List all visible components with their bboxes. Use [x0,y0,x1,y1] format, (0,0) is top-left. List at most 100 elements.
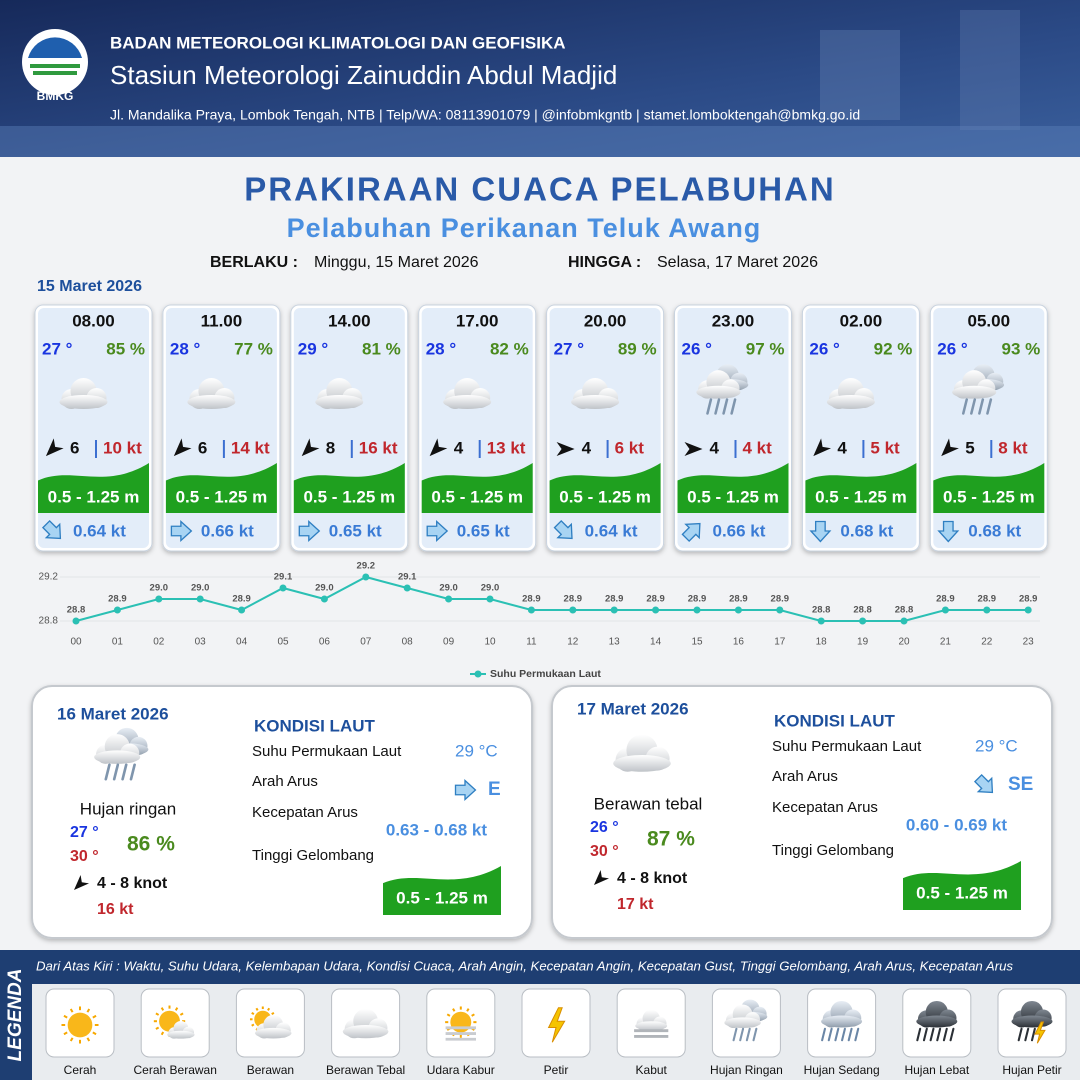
cloud-part [167,1030,195,1039]
cloud-part [443,395,492,409]
wave-height: 0.5 - 1.25 m [303,487,395,506]
wind-speed: 4 [710,438,720,457]
temp-min: 27 ° [70,824,99,841]
x-tick-label: 13 [609,637,621,648]
weather-icon [952,364,1005,415]
x-tick-label: 15 [691,637,703,648]
gust-speed: 10 kt [103,438,142,457]
current-arrow [426,519,449,543]
forecast-time: 05.00 [968,311,1011,330]
sea-label: Tinggi Gelombang [772,842,894,859]
legend-label: Suhu Permukaan Laut [490,668,601,680]
day-date: 16 Maret 2026 [57,704,169,723]
current-arrow [809,520,832,543]
wind-arrow [593,869,610,886]
wind-arrow [429,438,448,457]
data-label: 29.1 [274,572,293,583]
weather-icon [1011,1000,1053,1044]
weather-icon [445,1006,477,1041]
legend-item-label: Hujan Petir [1002,1063,1061,1077]
cloud-part [255,1027,292,1039]
sst-point [238,606,246,614]
cloud-part [916,1015,958,1028]
air-temperature: 27 ° [42,339,73,358]
sun-ray [63,1014,68,1019]
cloud-part [571,395,620,409]
header-decoration [960,10,1020,130]
air-temperature: 29 ° [298,339,329,358]
sun-ray [255,1007,259,1011]
rain-drop [978,398,985,415]
data-label: 28.9 [646,594,665,605]
rain-drop [732,1027,738,1042]
temp-min: 26 ° [590,819,619,836]
cloud-part [94,750,141,764]
title: PRAKIRAAN CUACA PELABUHAN [244,171,835,208]
sst-point [320,595,328,603]
humidity: 82 % [490,339,529,358]
current-arrow [298,519,321,543]
temp-max: 30 ° [70,848,99,865]
wave-height: 0.5 - 1.25 m [687,487,779,506]
cloud-part [342,1025,389,1039]
cloud-part [821,1015,863,1028]
weather-icon [342,1008,389,1039]
humidity: 92 % [874,339,913,358]
sst-point [113,606,121,614]
forecast-time: 17.00 [456,311,499,330]
sea-label: Kecepatan Arus [252,804,358,821]
wave-band [903,861,1021,910]
humidity: 89 % [618,339,657,358]
x-tick-label: 19 [857,637,869,648]
weather-icon [821,1000,863,1042]
rain-drop [752,1027,758,1042]
x-tick-label: 23 [1023,637,1035,648]
wave-band [293,463,405,513]
data-label: 28.9 [232,594,251,605]
x-tick-label: 12 [567,637,579,648]
sst-point [72,617,80,625]
sst-point [941,606,949,614]
legend-item-label: Hujan Lebat [904,1063,969,1077]
legend-item-label: Petir [544,1063,569,1077]
rain-drop [834,1027,840,1042]
current-arrow [681,522,701,543]
data-label: 29.0 [315,583,334,594]
weather-icon [613,734,671,772]
sun-ray [155,1026,160,1030]
rain-drop [129,763,136,781]
data-label: 28.9 [522,594,541,605]
cloud-part [1011,1015,1053,1028]
data-label: 28.8 [67,605,86,616]
wind-speed: 4 [837,438,847,457]
legend-item-label: Berawan [247,1063,294,1077]
legend-item-label: Udara Kabur [427,1063,495,1077]
rain-drop [745,1027,751,1042]
weather-icon [315,378,364,409]
rain-drop [1017,1027,1023,1042]
weather-icon [249,1006,292,1039]
sst-point [900,617,908,625]
humidity: 97 % [746,339,785,358]
sst-point [1024,606,1032,614]
sun-ray [446,1013,451,1017]
sun-ray [92,1031,97,1036]
rain-drop [942,1027,948,1042]
weather-icon [153,1005,195,1039]
current-speed: 0.66 kt [713,521,766,540]
data-label: 28.9 [978,594,997,605]
sst-point [776,606,784,614]
x-tick-label: 04 [236,637,248,648]
current-speed: 0.66 kt [201,521,254,540]
sst-point [569,606,577,614]
weather-icon [916,1000,958,1042]
gust-speed: 6 kt [615,438,645,457]
contact: Jl. Mandalika Praya, Lombok Tengah, NTB … [110,107,860,123]
air-temperature: 28 ° [426,339,457,358]
current-speed: 0.64 kt [73,521,126,540]
wind-speed: 4 [582,438,592,457]
logo-text: BMKG [37,89,74,103]
sea-label: Suhu Permukaan Laut [252,743,402,760]
x-tick-label: 22 [981,637,993,648]
sun-ray [251,1012,255,1016]
